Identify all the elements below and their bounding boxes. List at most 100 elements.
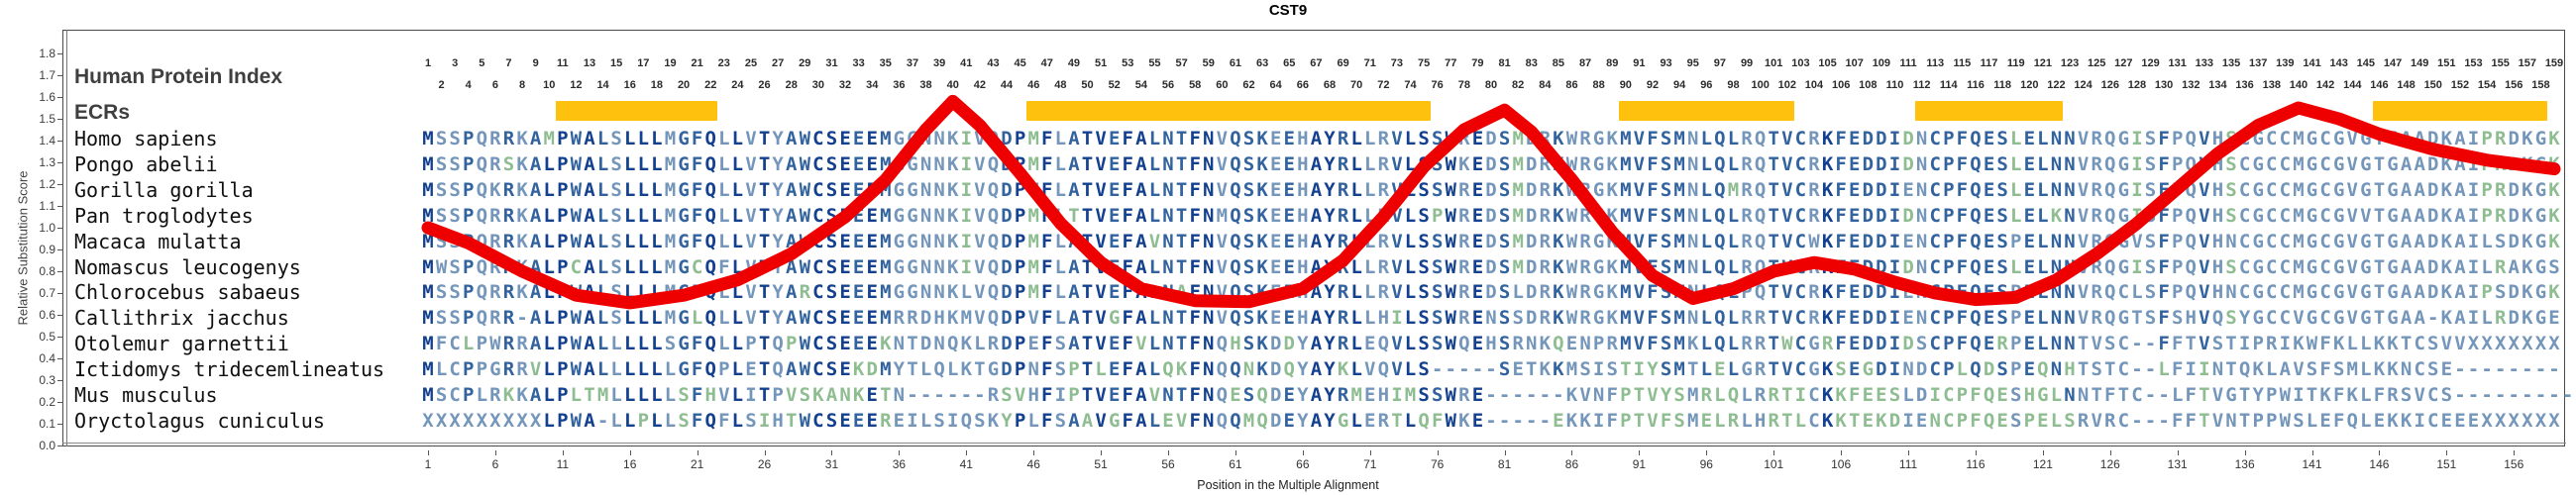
seq-residue: K [2440,307,2453,330]
x-tick-label: 81 [1497,457,1512,471]
seq-residue: S [1001,384,1013,407]
plot-border [62,30,2565,446]
seq-residue: E [1027,333,1039,355]
seq-residue: V [1633,128,1646,149]
x-tick-label: 126 [2099,457,2120,471]
seq-residue: L [1364,178,1376,201]
seq-residue: - [2131,358,2143,381]
seq-residue: G [893,178,906,201]
seq-residue: V [2199,128,2210,149]
seq-residue: E [1996,384,2008,407]
seq-residue: K [2440,128,2453,149]
seq-residue: I [946,410,959,432]
ecr-region-bar [2372,101,2548,121]
seq-residue: W [435,255,448,278]
seq-residue: A [2400,204,2413,227]
seq-residue: M [1673,230,1685,252]
seq-residue: T [1391,410,1403,432]
seq-residue: P [1943,178,1955,201]
seq-residue: T [1768,307,1779,330]
seq-residue: I [2467,281,2480,304]
seq-residue: E [1269,281,1282,304]
seq-residue: K [1256,255,1268,278]
seq-residue: A [2400,255,2413,278]
seq-residue: F [1122,410,1133,432]
position-number: 6 [491,79,498,91]
position-number: 95 [1686,57,1699,69]
seq-residue: T [2373,204,2386,227]
seq-residue: V [2346,307,2358,330]
seq-residue: P [1014,230,1026,252]
seq-residue: N [1687,128,1699,149]
seq-residue: M [2293,178,2305,201]
seq-residue: V [745,152,757,175]
seq-residue: A [1310,333,1323,355]
seq-residue: S [1418,333,1430,355]
seq-residue: V [2440,333,2453,355]
seq-residue: V [1175,410,1188,432]
seq-residue: X [2494,333,2507,355]
seq-residue: N [1579,333,1591,355]
seq-residue: D [1983,358,1995,381]
seq-residue: E [866,152,878,175]
seq-residue: D [1862,152,1875,175]
position-number: 59 [1202,57,1215,69]
seq-residue: X [2481,333,2493,355]
x-tick-label: 6 [491,457,499,471]
position-number: 139 [2276,57,2295,69]
x-tick-mark [1504,450,1506,455]
seq-residue: C [2279,230,2292,252]
seq-residue: K [2522,204,2533,227]
seq-residue: Y [772,307,784,330]
seq-residue: S [1660,281,1672,304]
seq-residue: Q [987,255,1000,278]
seq-residue: S [799,384,811,407]
seq-residue: C [2266,230,2278,252]
seq-residue: L [731,307,744,330]
seq-residue: G [1741,358,1753,381]
seq-residue: E [893,410,906,432]
seq-residue: - [2481,358,2493,381]
seq-residue: L [1700,204,1713,227]
seq-residue: N [1687,230,1699,252]
seq-residue: E [839,152,851,175]
seq-residue: L [651,178,663,201]
x-tick-label: 91 [1632,457,1647,471]
seq-residue: I [1888,128,1901,149]
seq-residue: E [1269,255,1282,278]
seq-residue: R [1579,152,1591,175]
seq-residue: L [2037,255,2049,278]
seq-residue: C [2279,178,2292,201]
seq-residue: N [893,333,906,355]
seq-residue: V [1216,178,1229,201]
seq-residue: K [1606,128,1618,149]
seq-residue: G [678,333,690,355]
seq-residue: D [1001,307,1013,330]
seq-residue: R [1741,255,1753,278]
seq-residue: G [678,204,690,227]
seq-residue: P [772,384,784,407]
seq-residue: L [637,178,650,201]
x-tick-mark [1437,450,1439,455]
seq-residue: L [1512,281,1524,304]
seq-residue: F [1041,255,1053,278]
seq-residue: E [866,178,878,201]
seq-residue: N [1203,204,1215,227]
seq-residue: N [2400,358,2413,381]
seq-residue: X [2534,333,2547,355]
seq-residue: W [2306,333,2318,355]
seq-residue: K [1553,230,1564,252]
seq-residue: E [2023,333,2036,355]
seq-residue: T [2091,384,2102,407]
seq-residue: S [1242,281,1255,304]
seq-residue: P [1068,358,1080,381]
seq-residue: V [2077,204,2090,227]
position-number: 64 [1269,79,1282,91]
seq-residue: P [2023,410,2036,432]
seq-residue: Y [1324,128,1336,149]
seq-residue: Y [772,152,784,175]
seq-residue: A [2414,204,2425,227]
seq-residue: I [2279,333,2292,355]
seq-residue: M [596,384,609,407]
seq-residue: A [584,255,595,278]
